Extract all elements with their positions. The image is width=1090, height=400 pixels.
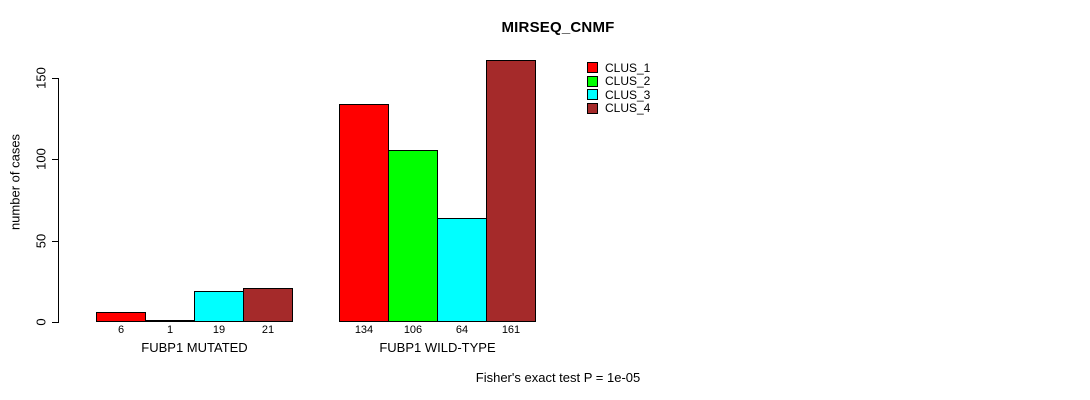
- bar-value-label: 6: [117, 324, 125, 336]
- y-axis-tick-label: 50: [33, 233, 49, 249]
- bar-value-label: 106: [403, 324, 423, 336]
- legend-item: CLUS_3: [587, 88, 650, 102]
- legend-item: CLUS_4: [587, 101, 651, 116]
- legend-item: CLUS_1: [587, 61, 650, 75]
- y-axis-tick: [52, 322, 58, 323]
- legend-label: CLUS_3: [605, 87, 651, 102]
- bar-value-label: 134: [354, 324, 374, 336]
- legend-item: CLUS_2: [587, 74, 651, 89]
- y-axis-tick-label: 100: [33, 148, 49, 170]
- y-axis-tick-label: 0: [33, 318, 49, 326]
- bar-value-label: 64: [455, 324, 469, 336]
- bar-clus_3-group1: [194, 291, 244, 322]
- bar-clus_3-group2: [437, 218, 487, 322]
- legend-swatch: [587, 89, 598, 101]
- bar-clus_4-group2: [486, 60, 536, 322]
- y-axis-line: [58, 78, 59, 323]
- legend-swatch: [587, 75, 598, 87]
- legend-label: CLUS_1: [605, 60, 651, 75]
- bar-clus_1-group2: [339, 104, 389, 322]
- y-axis-tick: [52, 241, 58, 242]
- y-axis-tick: [52, 159, 58, 160]
- y-axis-tick-label: 150: [33, 67, 49, 89]
- legend-swatch: [587, 102, 598, 114]
- bar-clus_2-group2: [388, 150, 438, 322]
- y-axis-label: number of cases: [7, 133, 23, 231]
- y-axis-tick: [52, 78, 58, 79]
- fisher-test-annotation: Fisher's exact test P = 1e-05: [475, 370, 641, 385]
- legend: CLUS_1 CLUS_2 CLUS_3 CLUS_4: [587, 61, 650, 115]
- legend-label: CLUS_4: [605, 101, 651, 116]
- group-label-1: FUBP1 MUTATED: [141, 340, 248, 355]
- chart-title: MIRSEQ_CNMF: [501, 19, 615, 36]
- bar-clus_4-group1: [243, 288, 293, 322]
- bar-clus_2-group1: [145, 320, 195, 322]
- legend-label: CLUS_2: [605, 74, 651, 89]
- legend-swatch: [587, 62, 598, 74]
- group-label-2: FUBP1 WILD-TYPE: [379, 340, 496, 355]
- bar-clus_1-group1: [96, 312, 146, 322]
- bar-value-label: 19: [212, 324, 226, 336]
- bar-value-label: 21: [261, 324, 275, 336]
- bar-value-label: 1: [166, 324, 174, 336]
- bar-value-label: 161: [501, 324, 521, 336]
